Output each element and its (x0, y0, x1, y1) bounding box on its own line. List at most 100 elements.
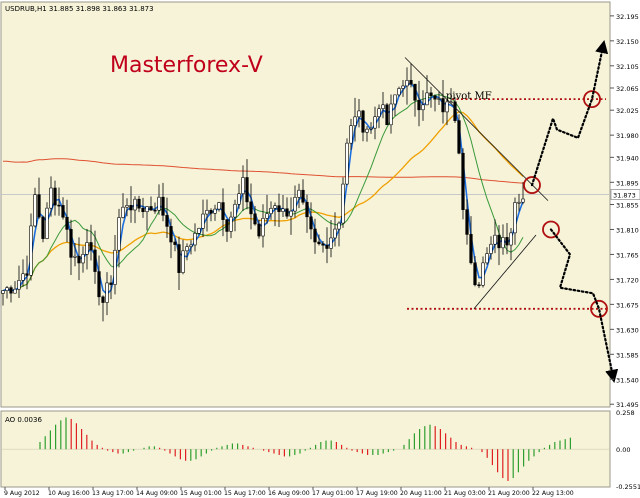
candle-body (497, 234, 501, 249)
candle-body (477, 284, 481, 287)
time-tick-label: 17 Aug 01:00 (312, 490, 354, 497)
candle-body (289, 210, 293, 217)
candle-body (205, 209, 209, 215)
candle-body (169, 226, 173, 243)
candle-body (69, 229, 73, 258)
ao-layer (1, 417, 610, 481)
target-circle (523, 176, 541, 194)
candle-body (197, 228, 201, 234)
candle-body (157, 196, 161, 211)
target-circle (542, 220, 560, 239)
bullish-path-arrow (530, 39, 609, 187)
candle-body (473, 262, 477, 286)
candle-body (501, 237, 505, 249)
candle-body (193, 232, 197, 246)
time-tick-label: 21 Aug 20:00 (488, 490, 530, 497)
candle-body (465, 209, 469, 235)
time-tick-label: 15 Aug 01:00 (180, 490, 222, 497)
candle-body (21, 273, 25, 281)
candle-body (13, 288, 17, 294)
candle-body (25, 273, 29, 276)
candle-body (5, 287, 9, 291)
candle-body (505, 237, 509, 246)
candle-body (189, 244, 193, 247)
current-price-label: 31.873 (613, 192, 636, 200)
candle-body (261, 217, 265, 237)
candle-body (265, 213, 269, 219)
candle-body (273, 205, 277, 209)
candle-body (121, 206, 125, 218)
price-tick-label: 31.630 (616, 326, 639, 334)
candle-body (281, 208, 285, 212)
candle-body (345, 142, 349, 185)
candle-body (165, 214, 169, 227)
price-tick-label: 32.150 (616, 38, 639, 46)
pivot-label: pivot MF (446, 91, 492, 102)
time-tick-label: 9 Aug 2012 (4, 490, 40, 497)
candle-body (65, 216, 69, 230)
target-circle (590, 299, 608, 318)
candle-body (61, 205, 65, 218)
candle-body (509, 232, 513, 246)
candle-body (389, 103, 393, 126)
time-tick-label: 21 Aug 03:00 (444, 490, 486, 497)
candle-body (241, 177, 245, 195)
chart-watermark: Masterforex-V (110, 53, 263, 78)
candle-body (141, 207, 145, 213)
ma-long-line (2, 158, 524, 184)
candle-body (401, 85, 405, 89)
candle-body (317, 241, 321, 245)
candle-body (73, 255, 77, 258)
price-tick-label: 32.105 (616, 63, 639, 71)
ao-tick-label: 0.258 (616, 409, 635, 417)
candle-layer (1, 63, 525, 322)
candle-body (109, 282, 113, 285)
candle-body (209, 209, 213, 214)
candle-body (225, 219, 229, 232)
ao-label: AO 0.0036 (5, 416, 42, 424)
time-tick-label: 22 Aug 13:00 (532, 490, 574, 497)
candle-body (161, 196, 165, 216)
time-tick-label: 17 Aug 19:00 (356, 490, 398, 497)
candle-body (445, 101, 449, 113)
candle-body (441, 98, 445, 113)
candle-body (221, 202, 225, 220)
price-tick-label: 31.940 (616, 154, 639, 162)
candle-body (305, 201, 309, 218)
candle-body (133, 198, 137, 211)
candle-body (181, 250, 185, 273)
price-tick-label: 31.980 (616, 132, 639, 140)
bearish-path-arrow (549, 228, 619, 383)
candle-body (33, 194, 37, 227)
candle-body (9, 287, 13, 294)
upper-trendline (404, 57, 549, 201)
target-circle (583, 90, 601, 108)
lower-trendline (473, 234, 537, 310)
candle-body (413, 83, 417, 101)
candle-body (277, 205, 281, 212)
candle-body (17, 280, 21, 290)
candle-body (57, 204, 61, 207)
axis-layer: 32.195 32.150 32.105 32.065 32.025 31.980 31.9… (4, 13, 640, 497)
candle-body (85, 242, 89, 255)
candle-body (1, 290, 5, 294)
candle-body (397, 88, 401, 96)
annotation-layer (404, 39, 619, 383)
candle-body (213, 208, 217, 214)
candle-body (521, 198, 525, 203)
candle-body (453, 101, 457, 121)
candle-body (29, 225, 33, 276)
candle-body (481, 262, 485, 286)
candle-body (321, 243, 325, 246)
candle-body (385, 104, 389, 126)
candle-body (237, 193, 241, 205)
candle-body (429, 92, 433, 97)
price-tick-label: 32.065 (616, 85, 639, 93)
time-tick-label: 15 Aug 17:00 (224, 490, 266, 497)
price-tick-label: 31.495 (616, 401, 639, 409)
candle-body (489, 243, 493, 254)
candle-body (101, 296, 105, 303)
candle-body (229, 216, 233, 232)
candle-body (433, 95, 437, 100)
